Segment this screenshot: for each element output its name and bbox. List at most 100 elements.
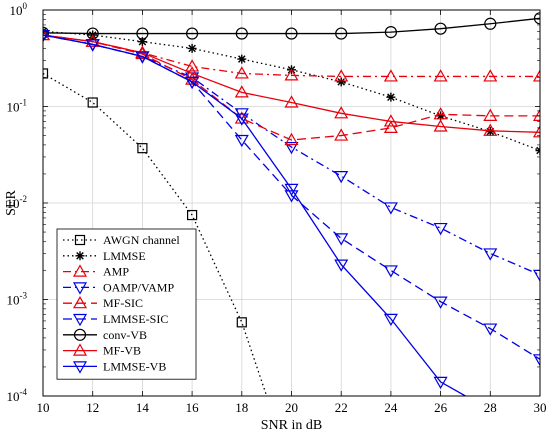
data-point: [284, 141, 299, 155]
data-point: [135, 51, 150, 64]
data-point: [86, 27, 99, 40]
legend-entry: AWGN channel: [63, 233, 180, 247]
data-point: [383, 202, 398, 215]
data-point: [483, 108, 498, 121]
data-point: [383, 265, 398, 278]
data-point: [284, 132, 299, 146]
data-point: [335, 27, 348, 40]
data-point: [334, 128, 349, 141]
legend-marker: [72, 282, 88, 295]
data-point: [187, 43, 197, 53]
x-tick-label: 30: [534, 400, 547, 415]
legend-marker: [72, 313, 88, 327]
legend-label: LMMSE: [103, 249, 146, 263]
data-point: [532, 69, 540, 82]
y-tick-label: 10-3: [7, 291, 28, 308]
data-point: [284, 190, 299, 203]
data-point: [185, 59, 200, 72]
data-point: [433, 222, 448, 236]
data-point: [383, 313, 398, 327]
legend-label: MF-SIC: [103, 296, 143, 310]
legend-marker: [72, 361, 88, 374]
legend-marker: [75, 251, 85, 261]
data-point: [185, 76, 200, 90]
data-point: [436, 111, 446, 121]
series-line: [43, 34, 540, 133]
data-point: [384, 26, 397, 39]
series-line: [43, 72, 268, 396]
series-line: [43, 34, 466, 396]
x-axis-title: SNR in dB: [261, 418, 322, 433]
data-point: [383, 120, 398, 134]
legend-marker: [72, 295, 88, 309]
legend-marker: [72, 343, 88, 356]
series-line: [43, 34, 540, 141]
legend-entry: LMMSE: [63, 249, 146, 263]
x-tick-label: 12: [86, 400, 99, 415]
data-point: [334, 171, 349, 184]
data-point: [285, 27, 298, 40]
data-point: [137, 143, 148, 154]
data-point: [284, 183, 299, 197]
data-point: [533, 12, 540, 25]
legend-entry: MF-VB: [63, 343, 141, 358]
data-point: [433, 107, 448, 120]
series-mf-vb: [43, 27, 540, 138]
data-point: [483, 323, 498, 336]
data-point: [483, 123, 498, 136]
data-point: [43, 68, 49, 79]
data-point: [187, 209, 198, 221]
legend-label: conv-VB: [103, 328, 147, 342]
data-point: [235, 27, 248, 40]
data-point: [336, 77, 346, 87]
data-point: [433, 296, 448, 309]
data-point: [532, 125, 540, 138]
data-point: [433, 69, 448, 82]
data-point: [334, 69, 349, 82]
data-point: [334, 259, 349, 272]
data-point: [532, 269, 540, 283]
x-tick-label: 14: [136, 400, 150, 415]
legend-label: LMMSE-VB: [103, 359, 166, 373]
data-point: [85, 34, 100, 47]
data-point: [386, 92, 396, 102]
x-tick-label: 18: [235, 400, 248, 415]
data-point: [334, 106, 349, 119]
data-point: [485, 127, 495, 137]
legend-label: AWGN channel: [103, 233, 180, 247]
y-tick-label: 10-1: [7, 98, 28, 115]
y-tick-label: 10-4: [7, 387, 28, 404]
legend-marker: [72, 264, 88, 277]
data-point: [234, 85, 249, 98]
legend-entry: LMMSE-VB: [63, 359, 166, 374]
data-point: [236, 317, 247, 328]
series-conv-vb: [43, 12, 540, 40]
data-point: [234, 66, 249, 79]
legend-entry: MF-SIC: [63, 295, 143, 310]
series-lmmse-vb: [43, 29, 466, 396]
y-axis-title: SER: [4, 190, 19, 216]
data-point: [484, 17, 497, 30]
legend-marker: [74, 234, 86, 246]
data-point: [87, 97, 98, 108]
data-point: [434, 22, 447, 35]
legend-entry: OAMP/VAMP: [63, 280, 174, 295]
legend-entry: AMP: [63, 264, 129, 279]
data-point: [532, 354, 540, 367]
data-point: [383, 114, 398, 127]
y-tick-label: 10-2: [7, 194, 28, 211]
data-point: [334, 233, 349, 246]
data-point: [43, 29, 51, 43]
legend-label: AMP: [103, 265, 129, 279]
series-awgn-channel: [43, 68, 268, 396]
y-tick-label: 100: [10, 1, 28, 18]
data-point: [433, 376, 448, 390]
data-point: [483, 69, 498, 82]
legend-label: OAMP/VAMP: [103, 280, 174, 294]
x-tick-label: 26: [434, 400, 448, 415]
x-tick-label: 20: [285, 400, 298, 415]
x-tick-label: 28: [484, 400, 497, 415]
data-point: [85, 39, 100, 52]
